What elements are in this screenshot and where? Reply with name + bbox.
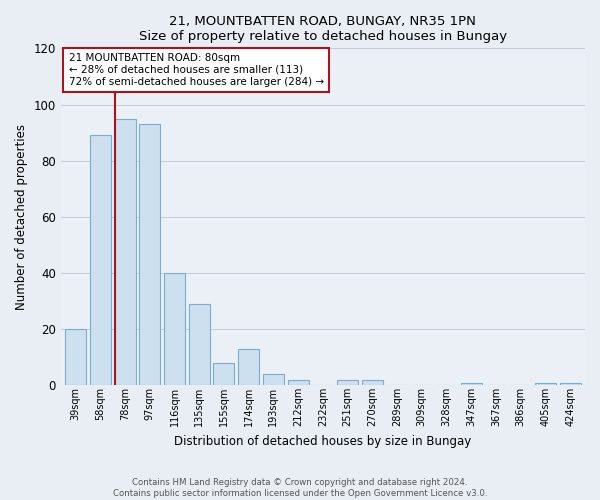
Text: Contains HM Land Registry data © Crown copyright and database right 2024.
Contai: Contains HM Land Registry data © Crown c… xyxy=(113,478,487,498)
Bar xyxy=(115,118,136,386)
Bar xyxy=(65,329,86,386)
Bar xyxy=(214,363,235,386)
Bar xyxy=(287,380,308,386)
X-axis label: Distribution of detached houses by size in Bungay: Distribution of detached houses by size … xyxy=(174,434,472,448)
Bar xyxy=(90,136,111,386)
Bar xyxy=(461,382,482,386)
Bar xyxy=(189,304,210,386)
Bar xyxy=(337,380,358,386)
Bar xyxy=(238,349,259,386)
Bar xyxy=(535,382,556,386)
Title: 21, MOUNTBATTEN ROAD, BUNGAY, NR35 1PN
Size of property relative to detached hou: 21, MOUNTBATTEN ROAD, BUNGAY, NR35 1PN S… xyxy=(139,15,507,43)
Bar xyxy=(139,124,160,386)
Bar xyxy=(164,273,185,386)
Text: 21 MOUNTBATTEN ROAD: 80sqm
← 28% of detached houses are smaller (113)
72% of sem: 21 MOUNTBATTEN ROAD: 80sqm ← 28% of deta… xyxy=(68,54,324,86)
Y-axis label: Number of detached properties: Number of detached properties xyxy=(15,124,28,310)
Bar xyxy=(263,374,284,386)
Bar xyxy=(362,380,383,386)
Bar xyxy=(560,382,581,386)
